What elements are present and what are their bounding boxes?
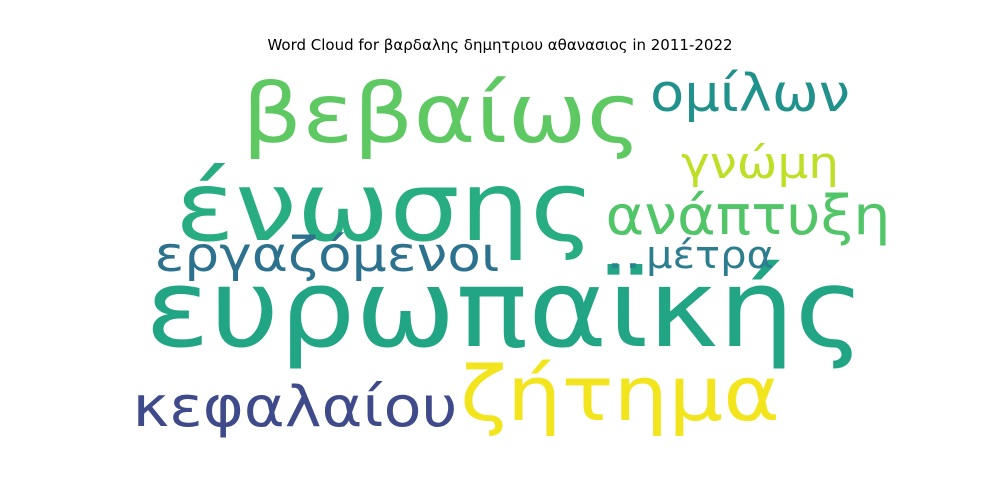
word-10: μέτρα xyxy=(646,233,774,277)
word-11: .. xyxy=(606,233,642,277)
word-4: ζήτημα xyxy=(460,349,780,438)
word-6: ανάπτυξη xyxy=(606,184,891,247)
word-8: εργαζόμενοι xyxy=(155,227,500,283)
word-2: ένωσης xyxy=(175,151,595,263)
word-7: ομίλων xyxy=(650,64,850,124)
word-3: βεβαίως xyxy=(242,67,642,162)
word-9: γνώμη xyxy=(681,138,839,189)
word-5: κεφαλαίου xyxy=(133,375,458,440)
word-1: ευρωπαϊκής xyxy=(145,247,865,372)
chart-title: Word Cloud for βαρδαλης δημητριου αθανασ… xyxy=(267,36,733,54)
